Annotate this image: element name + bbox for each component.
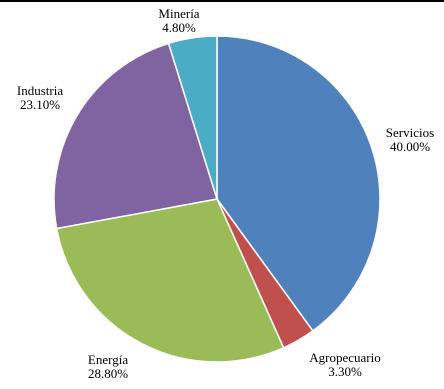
slice-value-energia: 28.80% (88, 366, 128, 381)
slice-label-agropecuario: Agropecuario (309, 350, 380, 365)
slice-value-agropecuario: 3.30% (328, 364, 362, 379)
slice-label-servicios: Servicios (386, 125, 434, 140)
slice-label-industria: Industria (17, 83, 63, 98)
slice-value-industria: 23.10% (20, 97, 60, 112)
slice-label-mineria: Minería (158, 6, 199, 21)
pie-labels: Servicios40.00%Agropecuario3.30%Energía2… (17, 6, 434, 381)
pie-slice-energia (55, 198, 285, 363)
pie-slice-mineria (167, 35, 218, 200)
pie-slices (53, 35, 381, 363)
slice-value-mineria: 4.80% (162, 20, 196, 35)
slice-label-energia: Energía (88, 352, 128, 367)
pie-slice-industria (53, 42, 218, 230)
top-border (0, 0, 444, 2)
slice-value-servicios: 40.00% (390, 139, 430, 154)
pie-slice-servicios (216, 35, 381, 332)
